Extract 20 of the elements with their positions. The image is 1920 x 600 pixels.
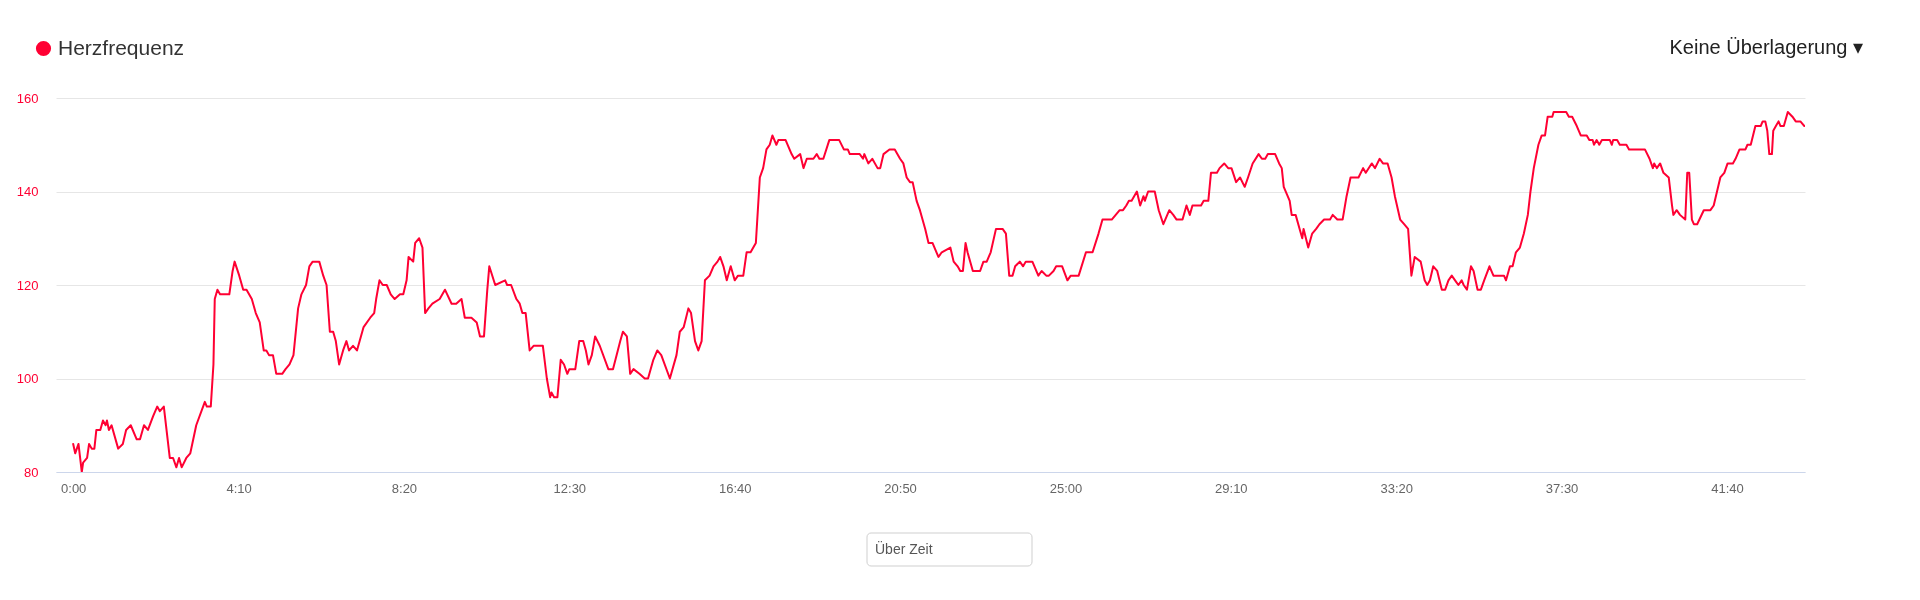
x-tick-label: 4:10 <box>226 480 252 496</box>
y-tick-label: 140 <box>16 184 39 199</box>
y-tick-label: 80 <box>24 464 39 480</box>
x-tick-label: 8:20 <box>391 480 418 496</box>
y-tick-label: 120 <box>16 277 39 293</box>
x-tick-label: 37:30 <box>1545 480 1579 496</box>
legend-label: Herzfrequenz <box>58 35 185 59</box>
x-tick-label: 29:10 <box>1215 480 1248 496</box>
x-tick-label: 20:50 <box>884 480 917 496</box>
x-tick-label: 0:00 <box>61 480 87 496</box>
x-tick-label: 16:40 <box>718 480 752 496</box>
x-tick-label: 41:40 <box>1711 480 1744 496</box>
text: Über Zeit <box>875 540 933 557</box>
y-tick-label: 160 <box>16 90 39 106</box>
x-tick-label: 25:00 <box>1049 480 1083 496</box>
x-tick-label: 33:20 <box>1380 480 1413 496</box>
x-tick-label: 12:30 <box>553 480 587 496</box>
text: Keine Überlagerung ▾ <box>1669 36 1863 58</box>
y-tick-label: 100 <box>16 371 39 386</box>
line-series <box>72 111 1805 472</box>
